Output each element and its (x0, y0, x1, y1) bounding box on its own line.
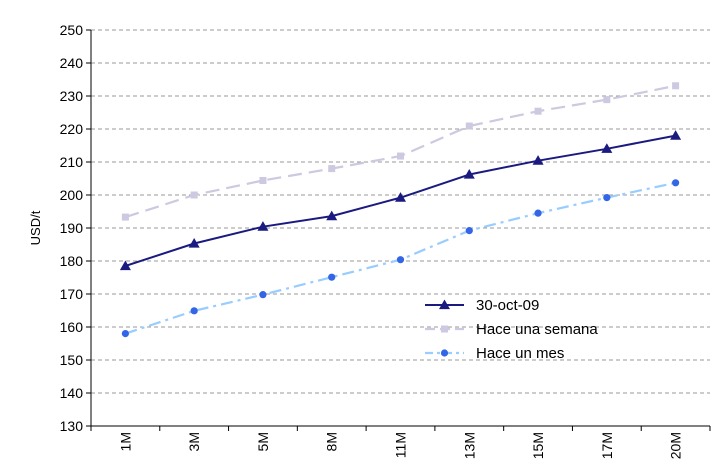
data-point (259, 176, 267, 184)
y-tick-label: 250 (60, 22, 84, 38)
data-point (121, 330, 129, 338)
y-tick-label: 150 (60, 352, 84, 368)
series-2 (121, 179, 680, 338)
data-point (396, 256, 405, 264)
x-tick-label: 1M (117, 432, 133, 451)
legend-label: 30-oct-09 (476, 297, 539, 314)
data-point (532, 155, 544, 165)
data-point (395, 192, 406, 202)
x-tick-label: 8M (324, 432, 340, 451)
data-point (188, 238, 200, 248)
data-point (257, 221, 269, 231)
y-tick-label: 210 (60, 154, 84, 170)
data-point (259, 291, 267, 299)
data-point (190, 191, 198, 199)
data-point (603, 194, 611, 202)
y-tick-label: 180 (60, 253, 84, 269)
data-point (121, 213, 129, 221)
y-tick-label: 140 (60, 385, 84, 401)
x-tick-label: 11M (393, 432, 409, 458)
y-axis-label: USD/t (28, 210, 43, 245)
x-tick-label: 13M (461, 432, 477, 459)
legend: 30-oct-09 Hace una semana Hace un mes (425, 297, 598, 362)
data-point (670, 130, 682, 140)
y-tick-label: 240 (60, 55, 84, 71)
y-tick-label: 230 (60, 88, 84, 104)
y-tick-label: 200 (60, 187, 84, 203)
legend-marker (439, 299, 450, 310)
axes (90, 30, 710, 427)
data-point (190, 307, 198, 315)
data-point (534, 107, 542, 115)
x-tick-label: 5M (255, 432, 271, 451)
legend-entry: Hace un mes (425, 345, 564, 362)
y-tick-label: 160 (60, 319, 84, 335)
data-point (463, 169, 475, 179)
x-tick-label: 20M (668, 432, 684, 459)
data-point (328, 165, 336, 173)
y-tick-label: 170 (60, 286, 84, 302)
data-point (119, 260, 131, 271)
data-point (326, 210, 338, 221)
x-axis-ticks: 1M 3M 5M 8M 11M 13M 15M 17M 20M (90, 426, 711, 459)
y-tick-label: 220 (60, 121, 84, 137)
data-point (328, 273, 336, 281)
x-tick-label: 17M (599, 432, 615, 459)
legend-label: Hace una semana (476, 321, 598, 338)
series-layer (119, 82, 682, 338)
x-tick-label: 15M (530, 432, 546, 459)
y-axis-ticks: 130 140 150 160 170 180 190 200 210 220 230 240 250 (60, 22, 91, 434)
y-tick-label: 130 (60, 418, 84, 434)
legend-marker (441, 325, 448, 333)
data-point (672, 179, 680, 187)
data-point (465, 122, 473, 130)
legend-entry: 30-oct-09 (425, 297, 539, 314)
data-point (672, 82, 680, 90)
series-0 (119, 130, 682, 271)
legend-marker (440, 349, 449, 357)
y-tick-label: 190 (60, 220, 84, 236)
data-point (601, 143, 613, 153)
legend-entry: Hace una semana (425, 321, 598, 338)
series-1 (121, 82, 680, 221)
data-point (603, 96, 611, 104)
data-point (397, 152, 404, 160)
x-tick-label: 3M (186, 432, 202, 451)
legend-label: Hace un mes (476, 345, 564, 362)
data-point (534, 209, 542, 217)
data-point (465, 227, 473, 235)
grid-lines (91, 29, 710, 394)
